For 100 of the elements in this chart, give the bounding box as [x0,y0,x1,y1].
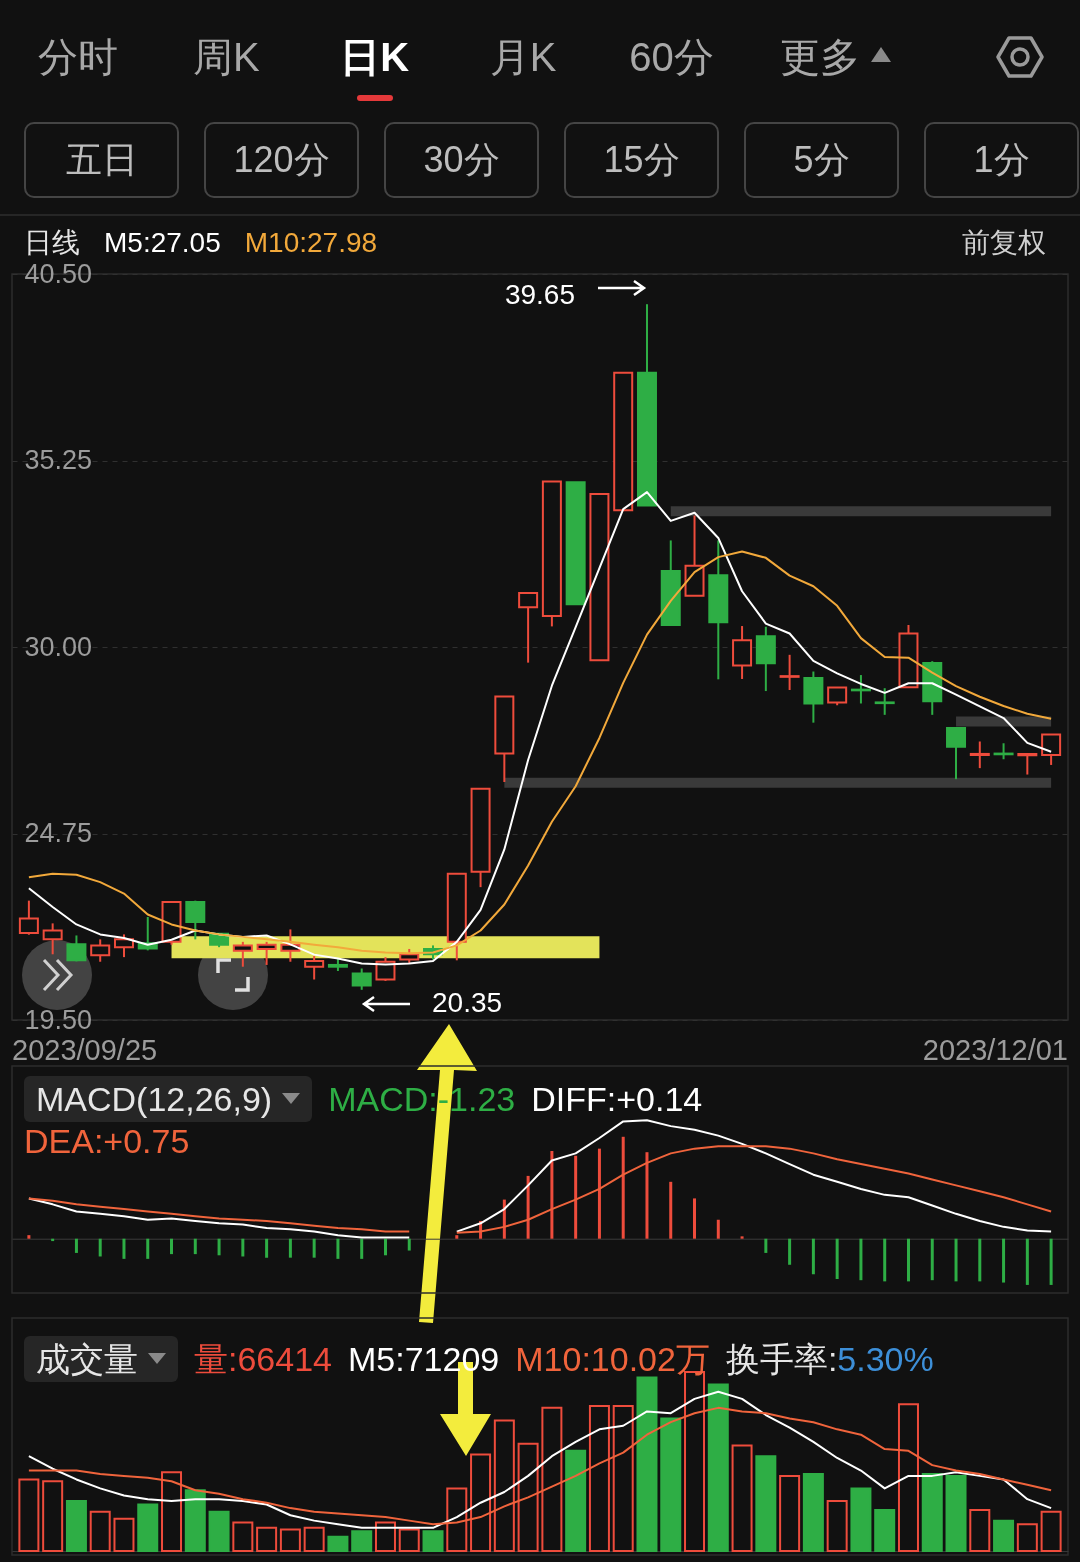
button: 五日 [24,122,179,198]
bar [170,1238,174,1255]
bar [906,1238,910,1282]
text: 月K [489,34,557,80]
bar [383,1238,387,1256]
bar [826,1499,848,1553]
candlestick [90,938,111,963]
bar [184,1489,206,1553]
candlestick [18,899,39,936]
candlestick [375,956,396,982]
candlestick [946,726,967,781]
button: 30分 [384,122,539,198]
bar [137,1503,159,1553]
bar [565,1449,587,1553]
bar [279,1528,301,1553]
bar [802,1473,824,1553]
bar [42,1480,64,1553]
text: M5:71209 [348,1340,500,1378]
bar [621,1136,625,1239]
bar [764,1238,768,1253]
candlestick [66,934,87,963]
bar [731,1444,753,1553]
text: 2023/09/25 [12,1034,158,1066]
bar [788,1238,792,1265]
text: 量:66414 [194,1340,332,1378]
bar [921,1473,943,1553]
bar [636,1376,658,1553]
text: 2023/12/01 [922,1034,1068,1066]
bar [954,1238,958,1282]
bar [288,1238,292,1258]
bar [859,1238,863,1281]
bar [422,1530,444,1553]
bar [303,1526,325,1553]
bar [360,1238,364,1259]
chart-title: 成交量 [36,1340,138,1378]
bar [398,1528,420,1553]
bar [612,1405,634,1553]
text: M10:27.98 [244,227,378,259]
bar [517,1442,539,1553]
y-tick-label: 35.25 [24,445,93,475]
bar [65,1499,87,1553]
bar [327,1535,349,1553]
bar [897,1403,919,1553]
bar [493,1419,515,1553]
bar [526,1175,530,1239]
series-label: M10:10.02万 [515,1340,710,1378]
bar [351,1530,373,1553]
bar [883,1238,887,1282]
bar [969,1508,991,1553]
annotation: 换手率:5.30% [725,1340,934,1378]
bar [930,1238,934,1281]
bar [693,1198,697,1239]
bar [208,1510,230,1553]
bar [597,1148,601,1239]
dropdown: MACD(12,26,9) [24,1076,313,1122]
bar [265,1238,269,1258]
bar [660,1417,682,1553]
bar [312,1238,316,1258]
candlestick [42,922,63,956]
candlestick [232,940,253,968]
bar [455,1235,459,1239]
dropdown: 成交量 [24,1336,178,1382]
bar [588,1405,610,1553]
candlestick [113,933,134,959]
chart-title: MACD(12,26,9) [36,1080,273,1118]
bar [1016,1523,1038,1553]
text: 60分 [629,34,714,80]
candlestick [969,740,990,770]
bar [336,1238,340,1259]
bar [1002,1238,1006,1283]
candlestick [779,653,800,691]
bar [740,1236,744,1239]
bar [978,1238,982,1282]
bar [541,1406,563,1553]
bar [574,1155,578,1239]
button: 15分 [564,122,719,198]
candlestick [256,940,277,966]
bar [707,1383,729,1553]
bar [1049,1238,1053,1285]
bar [407,1238,411,1251]
bar [146,1238,150,1259]
bar [550,1151,554,1239]
text: M5:27.05 [104,227,221,259]
button: 120分 [204,122,359,198]
bar [993,1519,1015,1553]
bar [779,1474,801,1553]
text: 前复权 [962,227,1046,259]
bar [256,1526,278,1553]
bar [161,1471,183,1553]
series-label: DIFF:+0.14 [531,1080,703,1118]
candlestick [518,592,539,664]
bar [98,1238,102,1257]
candlestick [1017,752,1038,776]
bar [446,1487,468,1553]
bar [716,1219,720,1239]
bar [74,1238,78,1253]
bar [374,1521,396,1553]
y-tick-label: 19.50 [24,1004,93,1035]
bar [1040,1510,1062,1553]
chart-title: 日线 [24,227,80,259]
